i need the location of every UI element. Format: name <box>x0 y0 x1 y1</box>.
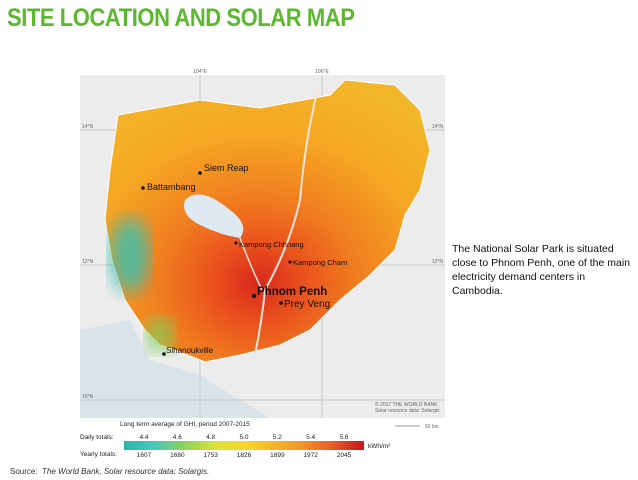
legend: Long term average of GHI, period 2007-20… <box>80 421 391 459</box>
mekong-river <box>254 87 319 356</box>
tonle-sap-river <box>239 237 263 291</box>
page-title: SITE LOCATION AND SOLAR MAP <box>7 4 355 32</box>
grid-label: 14°N <box>432 124 444 130</box>
note: The National Solar Park is situated clos… <box>452 243 631 297</box>
city-dot <box>279 301 283 305</box>
grid-label: 12°N <box>432 259 444 265</box>
legend-value: 5.0 <box>239 434 248 441</box>
legend-colorbar <box>124 441 364 450</box>
city-dot <box>288 260 292 264</box>
source: Source: The World Bank, Solar resource d… <box>10 467 209 476</box>
city-label: Kampong Chhnang <box>239 240 304 249</box>
grid-label: 106°E <box>315 69 329 75</box>
legend-value: 4.6 <box>173 434 182 441</box>
city-dot <box>251 293 257 299</box>
grid-label: 14°N <box>82 124 94 130</box>
legend-unit: kWh/m² <box>368 443 391 450</box>
legend-value: 1899 <box>270 452 285 459</box>
city-dot <box>162 352 166 356</box>
city-label: Siem Reap <box>204 163 249 173</box>
legend-row-label: Daily totals: <box>80 434 114 441</box>
source-text: The World Bank, Solar resource data: Sol… <box>42 467 210 476</box>
tonle-sap-lake <box>184 194 244 238</box>
legend-value: 2045 <box>337 452 352 459</box>
source-label: Source: <box>10 467 38 476</box>
legend-value: 1826 <box>237 452 252 459</box>
legend-value: 5.4 <box>306 434 315 441</box>
cambodia-solar-layer <box>104 79 431 363</box>
legend-value: 5.6 <box>339 434 348 441</box>
city-label: Phnom Penh <box>257 286 327 298</box>
city-label: Sihanoukville <box>166 346 214 355</box>
legend-value: 1680 <box>170 452 185 459</box>
scale-label: 50 km <box>425 424 439 430</box>
city-label: Prey Veng <box>284 299 330 310</box>
city-label: Battambang <box>147 182 196 192</box>
grid-label: 104°E <box>193 69 207 75</box>
legend-value: 4.4 <box>139 434 148 441</box>
legend-value: 4.8 <box>206 434 215 441</box>
legend-value: 1972 <box>303 452 318 459</box>
legend-title: Long term average of GHI, period 2007-20… <box>120 421 250 428</box>
legend-row-label: Yearly totals: <box>80 451 117 458</box>
low-irradiance-zone <box>146 317 174 353</box>
credit: Solar resource data: Solargis <box>375 408 440 414</box>
map: 104°E 106°E 14°N 14°N 12°N 12°N 10°N © 2… <box>80 69 445 459</box>
credit: © 2017 THE WORLD BANK <box>375 401 438 408</box>
grid-label: 10°N <box>82 394 94 400</box>
legend-value: 1753 <box>203 452 218 459</box>
grid-label: 12°N <box>82 259 94 265</box>
city-dot <box>234 241 238 245</box>
city-label: Kampong Cham <box>293 258 347 267</box>
city-dot <box>141 186 145 190</box>
city-dot <box>198 171 202 175</box>
legend-value: 5.2 <box>273 434 282 441</box>
legend-value: 1607 <box>137 452 152 459</box>
sea <box>80 320 270 418</box>
low-irradiance-zone <box>110 217 150 293</box>
